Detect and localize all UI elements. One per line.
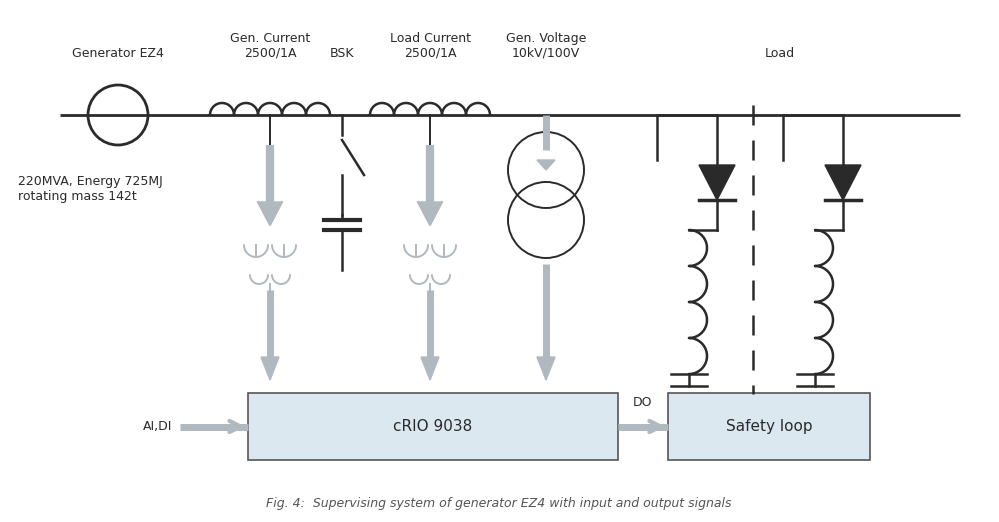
Text: Fig. 4:  Supervising system of generator EZ4 with input and output signals: Fig. 4: Supervising system of generator … bbox=[267, 497, 731, 510]
Polygon shape bbox=[418, 202, 442, 225]
Polygon shape bbox=[699, 165, 735, 200]
Text: DO: DO bbox=[633, 396, 652, 409]
Text: Generator EZ4: Generator EZ4 bbox=[72, 47, 164, 60]
Polygon shape bbox=[537, 160, 555, 170]
Text: Load: Load bbox=[765, 47, 795, 60]
Text: AI,DI: AI,DI bbox=[143, 420, 172, 433]
Text: Gen. Voltage
10kV/100V: Gen. Voltage 10kV/100V bbox=[505, 32, 586, 60]
FancyBboxPatch shape bbox=[248, 393, 618, 460]
Text: Safety loop: Safety loop bbox=[725, 419, 812, 434]
FancyBboxPatch shape bbox=[668, 393, 870, 460]
Polygon shape bbox=[258, 202, 282, 225]
Text: cRIO 9038: cRIO 9038 bbox=[394, 419, 473, 434]
Polygon shape bbox=[825, 165, 861, 200]
Text: BSK: BSK bbox=[330, 47, 355, 60]
Polygon shape bbox=[261, 357, 279, 380]
Text: Gen. Current
2500/1A: Gen. Current 2500/1A bbox=[230, 32, 310, 60]
Polygon shape bbox=[421, 357, 439, 380]
Text: Load Current
2500/1A: Load Current 2500/1A bbox=[390, 32, 471, 60]
Polygon shape bbox=[537, 357, 555, 380]
Text: 220MVA, Energy 725MJ
rotating mass 142t: 220MVA, Energy 725MJ rotating mass 142t bbox=[18, 175, 163, 203]
